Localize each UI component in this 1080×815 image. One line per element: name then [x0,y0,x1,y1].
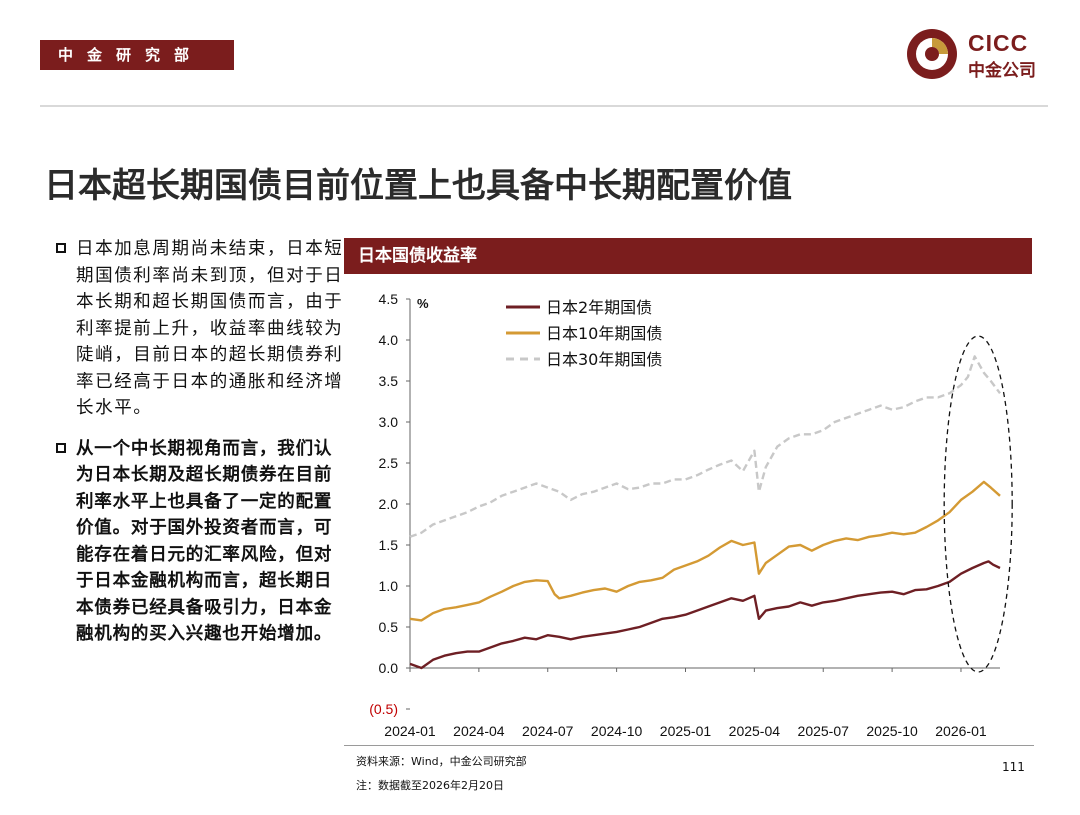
bullet-square-icon [56,442,66,453]
y-tick-label: (0.5) [369,701,398,717]
cicc-logo-icon [907,29,957,79]
y-tick-label: 4.5 [379,291,399,307]
logo-text-cn: 中金公司 [968,61,1036,81]
x-tick-label: 2026-01 [935,723,987,739]
y-tick-label: 4.0 [379,332,399,348]
x-tick-label: 2024-04 [453,723,505,739]
series-line-日本2年期国债 [409,560,1001,670]
y-tick-label: 3.0 [379,414,399,430]
series-line-日本30年期国债 [409,355,1001,538]
y-tick-label: 1.0 [379,578,399,594]
header-divider [40,105,1048,107]
page-title: 日本超长期国债目前位置上也具备中长期配置价值 [44,166,792,206]
x-tick-label: 2024-07 [522,723,574,739]
x-tick-label: 2025-07 [798,723,850,739]
x-tick-label: 2024-10 [591,723,643,739]
legend-label: 日本30年期国债 [546,350,662,369]
bullet-item: 日本加息周期尚未结束，日本短期国债利率尚未到顶，但对于日本长期和超长期国债而言，… [56,236,346,422]
legend-label: 日本2年期国债 [546,298,652,317]
jgb-yield-chart: (0.5) 0.0 0.5 1.0 1.5 2.0 2.5 3.0 3.5 4.0 4.5 % 2024… [369,291,1013,739]
chart-footer-divider [344,745,1034,746]
y-axis-unit: % [417,296,429,311]
bullet-list: 日本加息周期尚未结束，日本短期国债利率尚未到顶，但对于日本长期和超长期国债而言，… [56,236,346,648]
series-line-日本10年期国债 [409,480,1001,622]
bullet-square-icon [56,243,66,253]
department-badge: 中金研究部 [40,40,234,70]
y-tick-label: 0.0 [379,660,399,676]
chart-title-bar: 日本国债收益率 [344,238,1032,274]
y-tick-label: 0.5 [379,619,399,635]
source-note: 资料来源：Wind，中金公司研究部 [356,755,527,768]
page-number: 111 [1002,760,1025,774]
y-tick-label: 2.0 [379,496,399,512]
y-tick-label: 1.5 [379,537,399,553]
y-tick-label: 3.5 [379,373,399,389]
legend-label: 日本10年期国债 [546,324,662,343]
x-tick-label: 2025-10 [866,723,918,739]
logo-text-en: CICC [968,30,1029,56]
x-tick-label: 2024-01 [384,723,436,739]
x-tick-label: 2025-01 [660,723,712,739]
data-note: 注：数据截至2026年2月20日 [356,779,504,792]
highlight-ellipse [943,335,1013,673]
bullet-text: 从一个中长期视角而言，我们认为日本长期及超长期债券在目前利率水平上也具备了一定的… [76,438,333,645]
x-tick-label: 2025-04 [729,723,781,739]
cicc-logo: CICC 中金公司 [906,28,1056,84]
y-tick-label: 2.5 [379,455,399,471]
bullet-item: 从一个中长期视角而言，我们认为日本长期及超长期债券在目前利率水平上也具备了一定的… [56,436,346,648]
bullet-text: 日本加息周期尚未结束，日本短期国债利率尚未到顶，但对于日本长期和超长期国债而言，… [76,239,344,418]
